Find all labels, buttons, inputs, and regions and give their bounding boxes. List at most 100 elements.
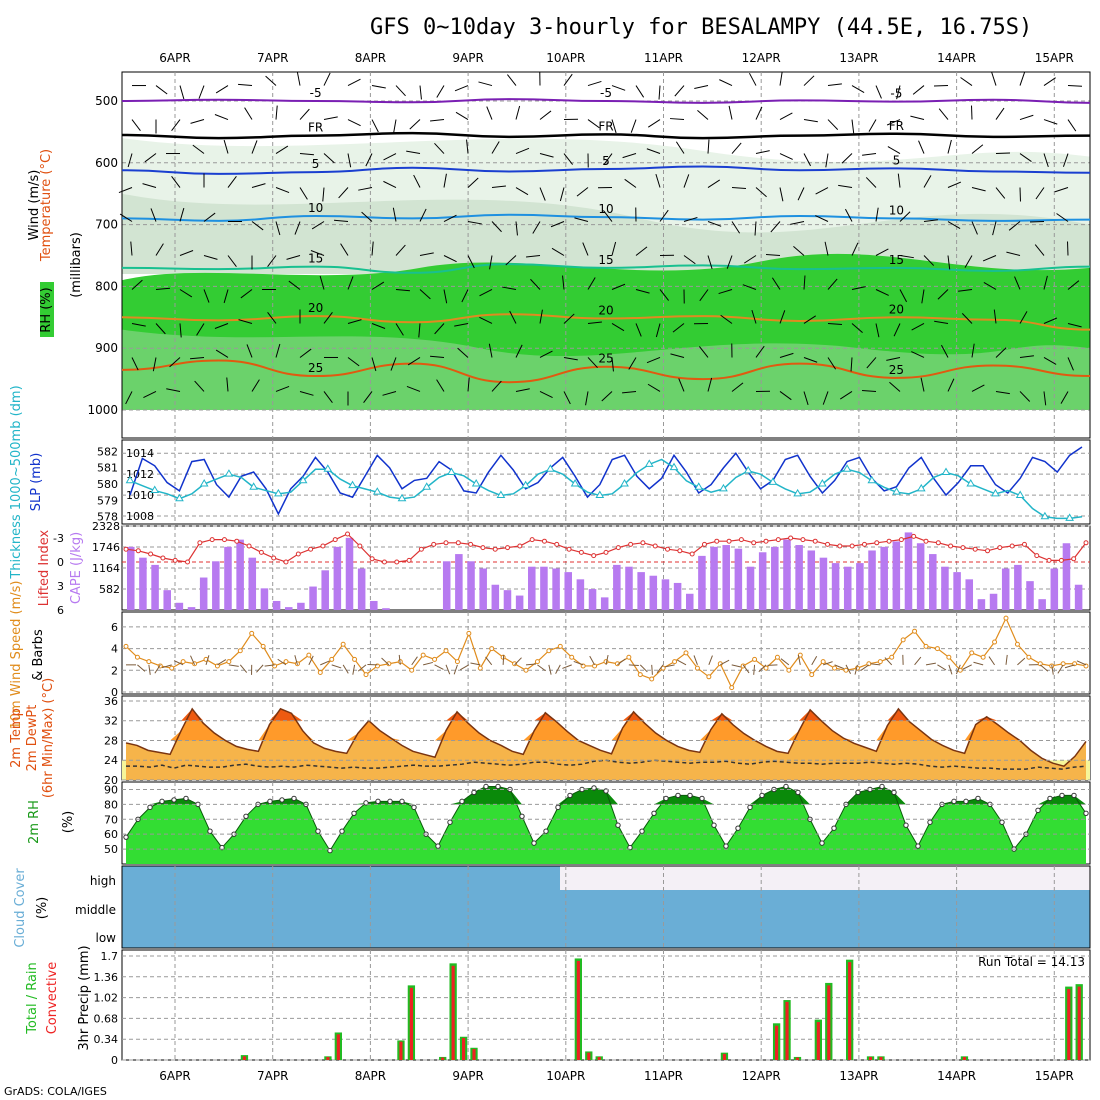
wind-barb <box>992 221 997 236</box>
cape-bar <box>746 566 755 610</box>
temp2m-tick: 36 <box>104 695 118 708</box>
wind-barb <box>467 221 482 225</box>
wind10-marker <box>169 665 175 671</box>
rh2m-marker <box>699 795 705 802</box>
wind-barb <box>851 323 863 334</box>
dewpt2m-axis-label: 2m DewPt <box>25 705 40 772</box>
wind10-barb <box>1005 654 1008 665</box>
wind-barb <box>991 72 997 86</box>
precip-conv-bar <box>326 1056 330 1060</box>
cape-bar <box>734 548 743 610</box>
wind-barb <box>647 383 661 392</box>
rh2m-marker <box>531 840 537 846</box>
wind-barb <box>152 357 157 372</box>
temp-contour-label: 15 <box>598 253 613 267</box>
temp-contour <box>121 359 1091 384</box>
wind-barb <box>395 323 404 336</box>
wind-barb <box>409 119 421 130</box>
wind-barb <box>299 108 310 120</box>
wind-barb <box>563 391 571 405</box>
cloud-frame <box>121 865 1091 949</box>
wind10-barb <box>973 661 984 666</box>
thickness-tick: 579 <box>97 494 118 507</box>
wind10-barb <box>555 664 561 674</box>
wind-barb <box>143 391 157 399</box>
pressure-tick: 900 <box>95 341 118 355</box>
wind10-barb <box>651 664 653 675</box>
li-marker <box>308 546 314 552</box>
wind-barb <box>839 391 853 400</box>
wind-barb <box>742 284 757 290</box>
wind10-marker <box>889 654 895 660</box>
wind-barb <box>889 381 901 392</box>
wind10-barb <box>445 664 451 675</box>
wind10-barb <box>381 657 390 666</box>
thickness-marker <box>669 462 679 471</box>
rh2m-marker <box>159 798 165 805</box>
thickness-marker <box>570 479 580 487</box>
wind10-barb <box>308 655 314 666</box>
li-marker <box>418 546 424 552</box>
cape-bar <box>880 546 888 610</box>
wind-barb <box>803 153 812 167</box>
wind-barb <box>1008 221 1021 231</box>
cape-bar <box>758 552 767 610</box>
wind-barb <box>698 346 709 358</box>
wind-barb <box>1043 317 1058 324</box>
li-marker <box>541 538 547 544</box>
li-marker <box>1058 557 1064 563</box>
wind-barb <box>166 388 181 392</box>
precip-conv-bar <box>795 1057 800 1060</box>
wind-barb <box>238 319 253 324</box>
wind-barb <box>265 75 277 86</box>
wind10-barb <box>525 663 537 666</box>
cloud-panel: high middle low Cloud Cover (%) <box>13 865 1091 949</box>
wind-barb <box>563 313 575 324</box>
wind-barb <box>635 323 642 337</box>
temp-contour-label: -5 <box>310 86 322 100</box>
rh2m-marker <box>183 795 189 802</box>
thickness-marker <box>521 480 531 489</box>
wind10-barb <box>398 654 401 665</box>
cape-panel: 2328 1746 1164 582 -3 0 3 6 Lifted Index CAPE (J/… <box>37 520 1091 617</box>
wind10-marker <box>683 650 689 656</box>
wind10-tick: 0 <box>111 686 118 699</box>
wind10-marker <box>477 665 483 671</box>
wind-barb <box>371 241 374 256</box>
precip-tick: 1.36 <box>94 971 119 984</box>
date-label-top: 7APR <box>257 51 288 65</box>
wind-barb <box>896 85 901 100</box>
date-label-top: 13APR <box>839 51 878 65</box>
wind-barb <box>436 85 445 98</box>
wind-barb <box>275 105 278 120</box>
li-marker <box>443 540 449 546</box>
wind-barb <box>299 187 308 200</box>
wind-barb <box>434 323 445 335</box>
rh2m-marker <box>123 834 129 840</box>
li-marker <box>332 537 338 543</box>
cape-bar <box>272 600 281 610</box>
wind-barb <box>251 140 258 154</box>
wind-barb <box>779 112 793 120</box>
cape-bar <box>843 566 852 610</box>
wind-barb <box>670 353 685 358</box>
cape-bar <box>977 599 986 610</box>
cloud-unit-label: (%) <box>35 897 50 920</box>
wind10-marker <box>249 630 255 636</box>
li-marker <box>665 546 671 552</box>
slp-axis-label: SLP (mb) <box>29 453 44 512</box>
wind-barb <box>118 187 133 194</box>
date-label-top: 15APR <box>1035 51 1074 65</box>
rh2m-marker <box>639 828 645 834</box>
wind-barb <box>574 217 589 222</box>
wind-barb <box>961 313 973 324</box>
li-marker <box>701 541 707 547</box>
precip-conv-bar <box>336 1034 340 1060</box>
wind-barb <box>244 107 253 120</box>
wind-barb <box>365 153 373 167</box>
wind10-marker <box>237 648 243 654</box>
wind-barb <box>299 390 314 396</box>
wind-barb <box>1019 114 1034 121</box>
cape-bar <box>284 607 293 610</box>
wind-barb <box>655 323 661 338</box>
